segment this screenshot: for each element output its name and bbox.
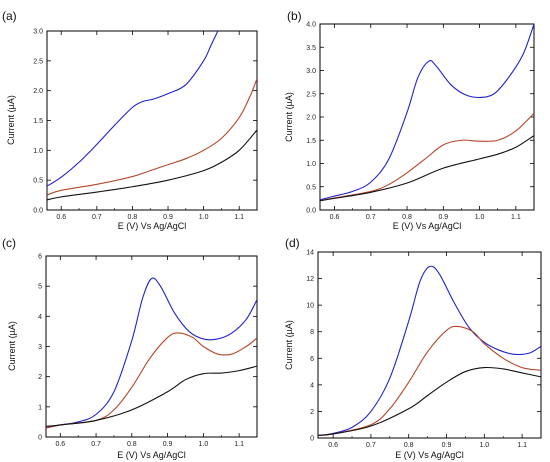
x-tick-label: 0.8 — [127, 441, 137, 448]
y-tick-label: 2.5 — [33, 58, 43, 65]
y-tick-label: 4.0 — [306, 22, 316, 29]
y-axis-label: Current (µA) — [284, 92, 294, 142]
y-axis-label: Current (µA) — [284, 320, 294, 370]
series-line-2 — [47, 78, 257, 196]
panel-label: (a) — [2, 9, 17, 23]
x-tick-label: 0.6 — [330, 214, 340, 221]
series-line-1 — [47, 31, 219, 187]
y-tick-label: 0.0 — [33, 208, 43, 215]
series-line-2 — [318, 325, 541, 436]
x-tick-label: 1.1 — [234, 441, 244, 448]
series-line-3 — [318, 366, 541, 436]
y-tick-label: 1.5 — [306, 138, 316, 145]
y-tick-label: 12 — [306, 276, 314, 283]
x-tick-label: 0.8 — [402, 214, 412, 221]
y-tick-label: 5 — [38, 284, 42, 291]
y-axis-label: Current (µA) — [6, 95, 16, 145]
series-line-2 — [320, 112, 534, 202]
y-tick-label: 4 — [38, 314, 42, 321]
panel-label: (b) — [287, 9, 302, 23]
x-tick-label: 1.1 — [511, 214, 521, 221]
x-tick-label: 0.8 — [128, 214, 138, 221]
y-tick-label: 1.0 — [306, 161, 316, 168]
y-tick-label: 3.0 — [33, 29, 43, 36]
x-tick-label: 1.0 — [479, 442, 489, 449]
series-line-3 — [47, 129, 257, 201]
y-tick-label: 3.0 — [306, 68, 316, 75]
series-line-1 — [46, 277, 257, 429]
x-tick-label: 0.9 — [163, 214, 173, 221]
y-tick-label: 6 — [310, 356, 314, 363]
x-tick-label: 1.1 — [517, 442, 527, 449]
x-tick-label: 0.6 — [328, 442, 338, 449]
x-tick-label: 0.7 — [366, 442, 376, 449]
x-tick-label: 0.9 — [438, 214, 448, 221]
y-tick-label: 1.0 — [33, 148, 43, 155]
x-tick-label: 1.0 — [475, 214, 485, 221]
y-tick-label: 2 — [38, 374, 42, 381]
y-tick-label: 2.0 — [306, 115, 316, 122]
x-axis-label: E (V) Vs Ag/AgCl — [393, 221, 462, 231]
x-tick-label: 0.7 — [366, 214, 376, 221]
x-tick-label: 0.8 — [404, 442, 414, 449]
y-tick-label: 0.5 — [33, 178, 43, 185]
y-tick-label: 4 — [310, 382, 314, 389]
y-axis-label: Current (µA) — [7, 321, 17, 371]
plot-frame — [317, 251, 542, 439]
x-tick-label: 0.7 — [92, 214, 102, 221]
y-tick-label: 3 — [38, 344, 42, 351]
plot-frame — [319, 23, 535, 211]
y-tick-label: 1.5 — [33, 118, 43, 125]
x-tick-label: 0.6 — [55, 441, 65, 448]
series-line-1 — [320, 24, 534, 201]
y-tick-label: 6 — [38, 254, 42, 261]
y-tick-label: 1 — [38, 404, 42, 411]
y-tick-label: 0.0 — [306, 208, 316, 215]
y-tick-label: 0 — [38, 435, 42, 442]
x-tick-label: 1.0 — [199, 214, 209, 221]
x-tick-label: 0.9 — [442, 442, 452, 449]
x-tick-label: 0.7 — [91, 441, 101, 448]
x-axis-label: E (V) Vs Ag/AgCl — [395, 450, 464, 460]
y-tick-label: 2 — [310, 409, 314, 416]
y-tick-label: 14 — [306, 250, 314, 257]
y-tick-label: 2.5 — [306, 91, 316, 98]
chart-panel-2: 0.6 0.7 0.8 0.9 1.0 1.1 0.0 0.5 1.0 1.5 2.0 2.5 3.0 3… — [284, 9, 535, 231]
x-tick-label: 0.9 — [163, 441, 173, 448]
series-line-3 — [320, 135, 534, 202]
y-tick-label: 3.5 — [306, 45, 316, 52]
y-tick-label: 2.0 — [33, 88, 43, 95]
x-tick-label: 1.1 — [234, 214, 244, 221]
y-tick-label: 10 — [306, 303, 314, 310]
chart-panel-3: 0.6 0.7 0.8 0.9 1.0 1.1 0 1 2 3 4 5 6 E (V) Vs Ag/AgC… — [2, 236, 258, 460]
chart-panel-1: 0.6 0.7 0.8 0.9 1.0 1.1 0.0 0.5 1.0 1.5 2.0 2.5 3.0 E… — [2, 9, 258, 231]
plot-frame — [45, 255, 258, 438]
x-tick-label: 0.6 — [56, 214, 66, 221]
series-line-2 — [46, 332, 257, 429]
y-tick-label: 8 — [310, 329, 314, 336]
x-tick-label: 1.0 — [198, 441, 208, 448]
series-line-1 — [318, 265, 541, 436]
x-axis-label: E (V) Vs Ag/AgCl — [117, 450, 186, 460]
series-line-3 — [46, 365, 257, 427]
panel-label: (c) — [2, 236, 16, 250]
y-tick-label: 0.5 — [306, 184, 316, 191]
panel-label: (d) — [285, 236, 300, 250]
x-axis-label: E (V) Vs Ag/AgCl — [118, 221, 187, 231]
y-tick-label: 0 — [310, 436, 314, 443]
chart-panel-4: 0.6 0.7 0.8 0.9 1.0 1.1 0 2 4 6 8 10 12 14 E (V) Vs Ag… — [284, 236, 542, 460]
